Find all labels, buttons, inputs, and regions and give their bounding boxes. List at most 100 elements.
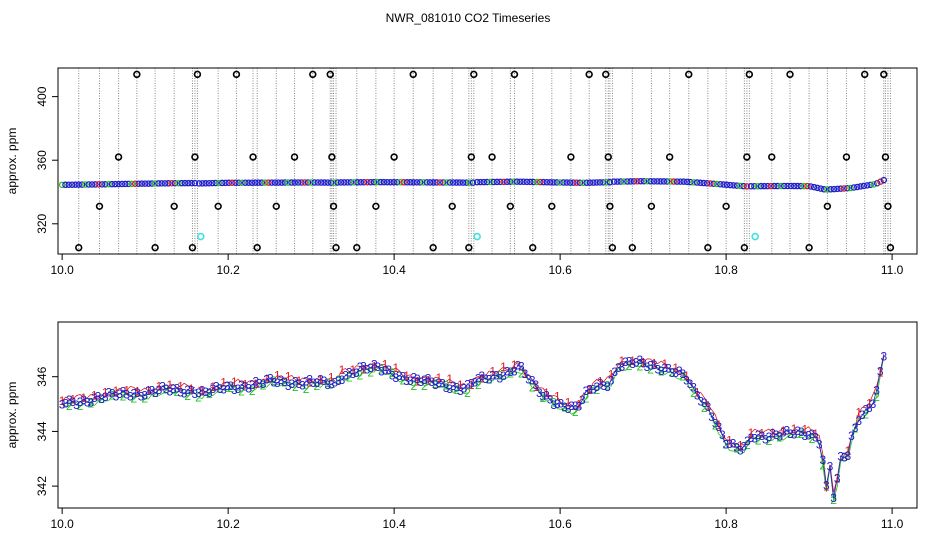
baseline-point [510,178,517,185]
baseline-point [754,182,761,190]
series-3-marker: 3 [184,383,191,397]
series-3-marker: 3 [529,373,536,387]
baseline-point [530,178,537,186]
series-3-marker: 3 [270,376,277,390]
series-3-marker: 3 [694,389,701,403]
baseline-point [275,179,282,186]
series-2-marker: 2 [432,377,439,391]
spike-point [647,202,656,211]
series-3-marker: 3 [755,428,762,442]
series-3-marker: 3 [357,360,364,374]
baseline-point [630,178,638,185]
spike-point [290,153,299,161]
baseline-point [667,178,674,185]
series-3-marker: 3 [450,379,457,393]
series-3-marker: 3 [859,408,866,422]
series-3-marker: 3 [741,439,748,453]
series-1-marker: 1 [425,374,432,388]
series-3-marker: 3 [780,426,787,440]
baseline-point [185,179,192,187]
series-3-marker: 3 [619,360,626,374]
series-3-marker: 3 [504,364,511,378]
baseline-point [500,178,507,186]
series-3-marker: 3 [812,431,819,445]
baseline-point [751,182,758,190]
baseline-point [493,178,501,186]
spike-point [805,243,813,252]
spike-point [193,70,202,79]
spike-point [606,202,614,211]
series-2-marker: 2 [830,493,837,507]
baseline-point [215,179,223,187]
baseline-point [284,179,292,186]
series-3-marker: 3 [697,395,704,409]
top-panel: 10.0 10.2 10.4 10.6 10.8 11.0 320 360 400 appro… [5,67,918,277]
top-x-tick-label: 11.0 [881,263,904,277]
series-3-marker: 3 [217,382,224,396]
bottom-x-axis: 10.0 10.2 10.4 10.6 10.8 11.0 [50,508,904,531]
baseline-point [553,179,561,186]
baseline-point [800,182,808,190]
baseline-point [767,182,775,190]
baseline-point [824,186,831,193]
baseline-point [743,183,751,190]
baseline-point [291,179,299,186]
baseline-point [443,179,450,186]
series-3-marker: 3 [870,397,877,411]
baseline-point [610,178,618,185]
series-3-marker: 3 [550,398,557,412]
baseline-point [583,179,590,186]
baseline-point [777,182,785,190]
series-3-marker: 3 [428,375,435,389]
spike-point [329,202,338,211]
series-2-marker: 2 [88,397,95,411]
spike-point [602,70,610,79]
baseline-point [593,179,600,186]
baseline-point [377,178,384,186]
baseline-point [268,179,275,186]
series-3-marker: 3 [568,399,575,413]
series-3-marker: 3 [784,424,791,438]
series-3-marker: 3 [543,389,550,403]
baseline-point [218,179,226,187]
baseline-point [108,180,116,188]
baseline-point [261,179,269,186]
series-3-marker: 3 [105,386,112,400]
series-3-marker: 3 [324,378,331,392]
baseline-point [199,180,206,187]
baseline-point [790,182,798,190]
cyan-point [196,232,205,241]
series-1-marker: 1 [802,422,809,436]
series-3-marker: 3 [443,381,450,395]
baseline-point [232,179,239,187]
series-3-marker: 3 [306,373,313,387]
baseline-point [517,178,524,185]
baseline-point [523,178,531,186]
baseline-point [847,184,854,192]
baseline-point [298,179,305,186]
series-3-marker: 3 [827,460,834,474]
series-3-marker: 3 [848,429,855,443]
series-1-marker: 1 [123,383,130,397]
series-1-marker: 1 [662,357,669,371]
baseline-point [663,178,671,185]
spike-point [353,243,361,252]
top-y-axis-label: approx. ppm [5,128,19,195]
baseline-point [797,182,805,190]
series-2-marker: 2 [669,366,676,380]
series-3-marker: 3 [227,379,234,393]
baseline-point [459,179,467,186]
top-drop-lines [78,68,891,254]
series-3-marker: 3 [540,389,547,403]
series-3-marker: 3 [407,374,414,388]
series-3-marker: 3 [676,364,683,378]
baseline-point [700,179,707,187]
series-3-marker: 3 [378,364,385,378]
series-3-marker: 3 [120,384,127,398]
baseline-point [717,181,724,188]
series-2-marker: 2 [303,382,310,396]
spike-point [133,70,141,79]
series-3-marker: 3 [349,367,356,381]
series-3-marker: 3 [644,360,651,374]
spike-point [704,243,712,252]
